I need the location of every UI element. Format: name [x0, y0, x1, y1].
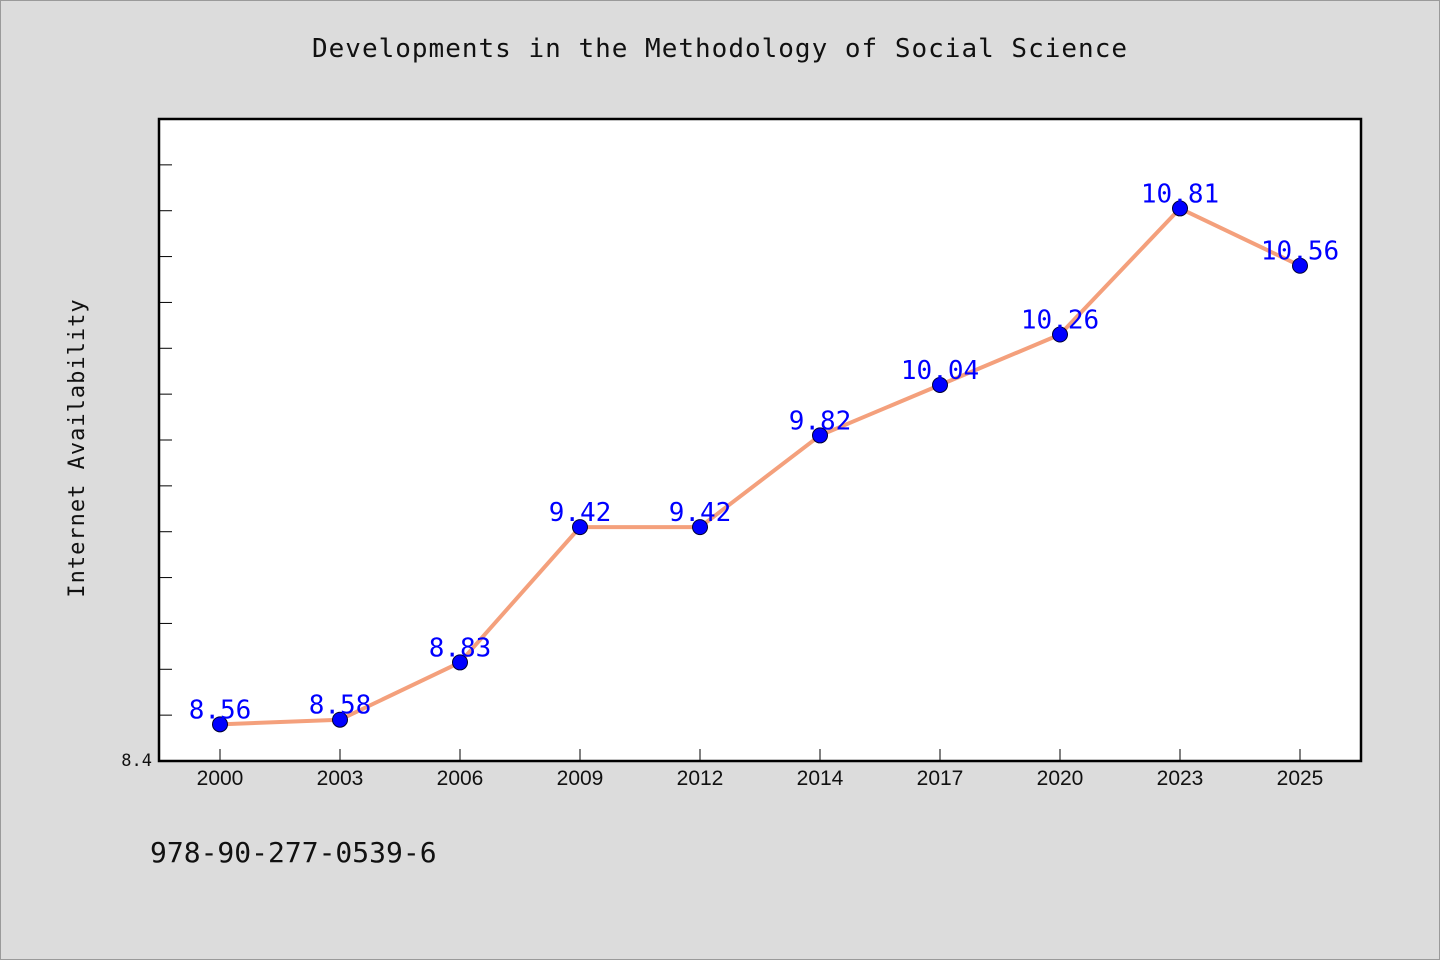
data-point — [692, 519, 708, 536]
data-label: 10.26 — [1021, 306, 1099, 336]
data-label: 8.58 — [309, 691, 372, 721]
x-tick-label: 2014 — [797, 767, 844, 790]
data-markers — [212, 200, 1308, 733]
y-tick-labels: 8.4 — [121, 751, 152, 771]
data-point — [212, 716, 228, 733]
x-tick-label: 2003 — [317, 767, 364, 790]
data-point — [1172, 200, 1188, 217]
data-point — [452, 654, 468, 671]
data-labels: 8.56 8.58 8.83 9.42 9.42 9.82 10.04 10.26 10.81 1… — [189, 179, 1339, 725]
x-tick-label: 2025 — [1277, 767, 1324, 790]
x-axis-ticks — [219, 749, 1301, 761]
chart-title: Developments in the Methodology of Socia… — [311, 34, 1128, 64]
series-line-group — [219, 206, 1301, 727]
data-label: 9.42 — [669, 498, 732, 528]
x-tick-label: 2012 — [677, 767, 724, 790]
data-label: 9.82 — [789, 406, 852, 436]
data-label: 10.56 — [1261, 237, 1339, 267]
isbn-footnote: 978-90-277-0539-6 — [150, 836, 437, 869]
series-line — [219, 206, 1301, 727]
data-point — [812, 427, 828, 444]
y-tick-label: 8.4 — [121, 751, 152, 771]
data-point — [932, 376, 948, 393]
data-point — [1052, 326, 1068, 343]
data-label: 10.04 — [901, 356, 979, 386]
data-label: 8.83 — [429, 633, 492, 663]
x-tick-label: 2017 — [917, 767, 964, 790]
x-tick-label: 2006 — [437, 767, 484, 790]
x-tick-label: 2023 — [1157, 767, 1204, 790]
x-tick-label: 2020 — [1037, 767, 1084, 790]
data-point — [572, 519, 588, 536]
x-tick-label: 2000 — [197, 767, 244, 790]
x-tick-label: 2009 — [557, 767, 604, 790]
data-label: 10.81 — [1141, 179, 1219, 209]
data-label: 8.56 — [189, 695, 252, 725]
data-point — [332, 711, 348, 728]
x-tick-labels: 2000 2003 2006 2009 2012 2014 2017 2020 2023 2025 — [197, 767, 1324, 790]
data-label: 9.42 — [549, 498, 612, 528]
y-axis-title: Internet Availability — [65, 298, 90, 597]
y-axis-ticks — [159, 164, 172, 716]
data-point — [1292, 257, 1308, 274]
